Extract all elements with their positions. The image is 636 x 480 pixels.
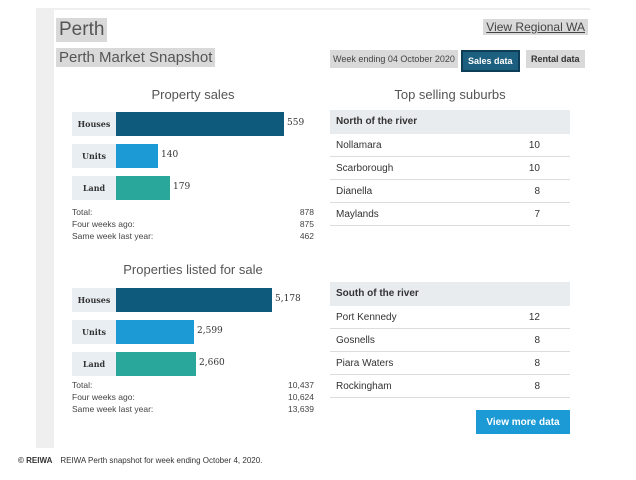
bar-label: Land bbox=[72, 176, 116, 200]
suburb-row: Nollamara 10 bbox=[330, 134, 570, 157]
suburb-count: 7 bbox=[534, 209, 540, 220]
stat-row: Total: 10,437 bbox=[72, 379, 314, 391]
stat-row: Same week last year: 13,639 bbox=[72, 403, 314, 415]
suburb-count: 12 bbox=[528, 312, 540, 323]
suburb-count: 8 bbox=[534, 358, 540, 369]
bar bbox=[116, 144, 158, 168]
image-caption: © REIWA REIWA Perth snapshot for week end… bbox=[18, 456, 262, 465]
bar-label: Units bbox=[72, 144, 116, 168]
tab-sales-data[interactable]: Sales data bbox=[461, 50, 520, 72]
stat-label: Four weeks ago: bbox=[72, 219, 135, 229]
suburb-row: Piara Waters 8 bbox=[330, 352, 570, 375]
page-title: Perth bbox=[56, 18, 108, 42]
stat-row: Same week last year: 462 bbox=[72, 230, 314, 242]
snapshot-title: Perth Market Snapshot bbox=[56, 48, 216, 67]
suburb-row: Gosnells 8 bbox=[330, 329, 570, 352]
caption-text: REIWA Perth snapshot for week ending Oct… bbox=[60, 456, 263, 465]
top-suburbs-title: Top selling suburbs bbox=[394, 87, 506, 102]
suburb-name: Piara Waters bbox=[336, 358, 394, 369]
suburb-name: Gosnells bbox=[336, 335, 375, 346]
bar bbox=[116, 176, 170, 200]
suburb-count: 8 bbox=[534, 381, 540, 392]
stat-value: 875 bbox=[299, 219, 314, 229]
suburb-row: Scarborough 10 bbox=[330, 157, 570, 180]
properties-listed-stats: Total: 10,437 Four weeks ago: 10,624 Same … bbox=[72, 379, 314, 415]
stat-value: 878 bbox=[299, 207, 314, 217]
property-sales-stats: Total: 878 Four weeks ago: 875 Same week l… bbox=[72, 206, 314, 242]
bar-row-land: Land 2,660 bbox=[72, 352, 332, 376]
bar-label: Units bbox=[72, 320, 116, 344]
bar-label: Houses bbox=[72, 288, 116, 312]
stat-label: Four weeks ago: bbox=[72, 392, 135, 402]
stat-value: 10,437 bbox=[288, 380, 314, 390]
suburb-count: 10 bbox=[528, 163, 540, 174]
stat-value: 462 bbox=[299, 231, 314, 241]
stat-row: Four weeks ago: 10,624 bbox=[72, 391, 314, 403]
bar-value: 5,178 bbox=[275, 294, 301, 304]
bar-value: 2,660 bbox=[199, 358, 225, 368]
bar-row-units: Units 140 bbox=[72, 144, 332, 168]
stat-label: Same week last year: bbox=[72, 404, 154, 414]
suburb-name: Scarborough bbox=[336, 163, 394, 174]
caption-credit: © REIWA bbox=[18, 456, 53, 465]
suburb-row: Rockingham 8 bbox=[330, 375, 570, 398]
bar bbox=[116, 288, 272, 312]
tab-rental-data[interactable]: Rental data bbox=[526, 50, 585, 68]
suburb-name: Maylands bbox=[336, 209, 379, 220]
suburb-count: 8 bbox=[534, 335, 540, 346]
stat-value: 10,624 bbox=[288, 392, 314, 402]
bar-row-units: Units 2,599 bbox=[72, 320, 332, 344]
bar-value: 179 bbox=[173, 182, 191, 192]
bar-row-land: Land 179 bbox=[72, 176, 332, 200]
suburb-name: Nollamara bbox=[336, 140, 382, 151]
stat-row: Total: 878 bbox=[72, 206, 314, 218]
bar bbox=[116, 320, 194, 344]
suburb-count: 8 bbox=[534, 186, 540, 197]
south-header: South of the river bbox=[330, 282, 570, 306]
property-sales-title: Property sales bbox=[151, 87, 235, 102]
suburb-name: Dianella bbox=[336, 186, 373, 197]
stat-label: Same week last year: bbox=[72, 231, 154, 241]
suburb-name: Port Kennedy bbox=[336, 312, 397, 323]
stat-row: Four weeks ago: 875 bbox=[72, 218, 314, 230]
bar-row-houses: Houses 559 bbox=[72, 112, 332, 136]
bar-row-houses: Houses 5,178 bbox=[72, 288, 332, 312]
suburb-row: Dianella 8 bbox=[330, 180, 570, 203]
suburb-row: Port Kennedy 12 bbox=[330, 306, 570, 329]
suburb-name: Rockingham bbox=[336, 381, 392, 392]
bar-label: Houses bbox=[72, 112, 116, 136]
bar bbox=[116, 352, 196, 376]
north-header: North of the river bbox=[330, 110, 570, 134]
suburb-count: 10 bbox=[528, 140, 540, 151]
stat-label: Total: bbox=[72, 380, 93, 390]
bar-value: 2,599 bbox=[197, 326, 223, 336]
stat-value: 13,639 bbox=[288, 404, 314, 414]
view-more-data-button[interactable]: View more data bbox=[476, 410, 570, 434]
properties-listed-title: Properties listed for sale bbox=[123, 262, 263, 277]
suburb-row: Maylands 7 bbox=[330, 203, 570, 226]
bar bbox=[116, 112, 284, 136]
week-label: Week ending 04 October 2020 bbox=[330, 50, 458, 68]
bar-value: 559 bbox=[287, 118, 305, 128]
bar-value: 140 bbox=[161, 150, 179, 160]
stat-label: Total: bbox=[72, 207, 93, 217]
bar-label: Land bbox=[72, 352, 116, 376]
view-regional-link[interactable]: View Regional WA bbox=[483, 19, 588, 35]
